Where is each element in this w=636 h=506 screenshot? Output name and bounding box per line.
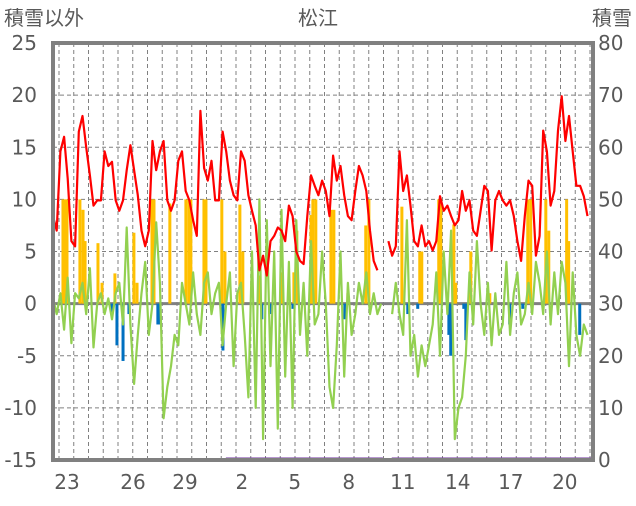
orange-bar — [280, 272, 284, 304]
orange-bar — [223, 251, 227, 304]
orange-bar — [364, 225, 368, 304]
orange-bar — [418, 251, 422, 304]
blue-bar — [221, 303, 225, 351]
orange-bar — [65, 199, 69, 304]
orange-bar — [565, 199, 569, 304]
orange-bar — [135, 282, 139, 304]
orange-bar — [314, 199, 318, 304]
blue-bar — [449, 303, 453, 356]
orange-bar — [452, 224, 456, 304]
left-axis-label: 積雪以外 — [4, 6, 84, 30]
orange-bar — [132, 232, 136, 304]
orange-bar — [367, 199, 371, 304]
x-tick-label: 23 — [54, 470, 79, 494]
orange-bar — [150, 199, 154, 304]
left-tick-label: -15 — [4, 448, 37, 472]
orange-bar — [100, 282, 104, 304]
orange-bar — [202, 199, 206, 304]
orange-bar — [329, 209, 333, 304]
right-tick-label: 60 — [598, 135, 623, 159]
orange-bar — [437, 199, 441, 304]
left-tick-label: 25 — [12, 31, 37, 55]
blue-bar — [416, 303, 420, 309]
right-tick-label: 80 — [598, 31, 623, 55]
orange-bar — [187, 199, 191, 304]
right-tick-label: 10 — [598, 396, 623, 420]
right-tick-label: 50 — [598, 187, 623, 211]
right-tick-label: 30 — [598, 292, 623, 316]
orange-bar — [96, 243, 100, 304]
orange-bar — [204, 199, 208, 304]
x-tick-label: 8 — [342, 470, 355, 494]
orange-bar — [63, 199, 67, 304]
right-tick-label: 70 — [598, 83, 623, 107]
blue-bar — [447, 303, 451, 335]
blue-bar — [121, 303, 125, 361]
left-tick-label: 5 — [24, 240, 37, 264]
orange-bar — [332, 209, 336, 304]
x-tick-label: 2 — [236, 470, 249, 494]
blue-bar — [343, 303, 347, 320]
right-tick-label: 20 — [598, 344, 623, 368]
right-axis-label: 積雪 — [592, 6, 632, 30]
orange-bar — [220, 199, 224, 304]
x-tick-label: 14 — [445, 470, 470, 494]
x-tick-label: 20 — [552, 470, 577, 494]
red-series-line — [51, 95, 589, 277]
orange-bar — [567, 241, 571, 304]
orange-bar — [241, 251, 245, 304]
x-tick-label: 29 — [172, 470, 197, 494]
plot-frame — [51, 41, 595, 462]
orange-bar — [420, 251, 424, 304]
orange-bar — [189, 199, 193, 304]
right-tick-label: 0 — [598, 448, 611, 472]
orange-bar — [400, 206, 404, 304]
orange-bar — [454, 282, 458, 304]
orange-bar — [61, 199, 65, 304]
right-tick-label: 40 — [598, 240, 623, 264]
orange-bar — [439, 199, 443, 304]
x-tick-label: 11 — [390, 470, 415, 494]
orange-bar — [113, 273, 117, 304]
left-tick-label: 10 — [12, 187, 37, 211]
orange-bar — [81, 209, 85, 304]
orange-bar — [529, 199, 533, 304]
blue-bar — [291, 303, 295, 309]
orange-bar — [168, 203, 172, 304]
green-series-line — [51, 198, 589, 441]
blue-bar — [578, 303, 582, 335]
left-tick-label: 20 — [12, 83, 37, 107]
blue-bar — [406, 303, 410, 315]
left-tick-label: -10 — [4, 396, 37, 420]
blue-bar — [156, 303, 160, 325]
blue-bar — [521, 303, 525, 309]
orange-bar — [184, 199, 188, 304]
left-tick-label: -5 — [17, 344, 37, 368]
orange-bar — [526, 199, 530, 304]
x-tick-label: 26 — [120, 470, 145, 494]
blue-bar — [464, 303, 468, 341]
blue-bar — [462, 303, 466, 309]
x-tick-label: 5 — [288, 470, 301, 494]
x-tick-label: 17 — [498, 470, 523, 494]
orange-bar — [311, 199, 315, 304]
left-tick-label: 0 — [24, 292, 37, 316]
orange-bar — [238, 204, 242, 304]
orange-bar — [83, 241, 87, 304]
chart-title: 松江 — [298, 6, 338, 30]
blue-bar — [110, 303, 114, 315]
left-tick-label: 15 — [12, 135, 37, 159]
blue-bar — [115, 303, 119, 346]
orange-bar — [78, 199, 82, 304]
